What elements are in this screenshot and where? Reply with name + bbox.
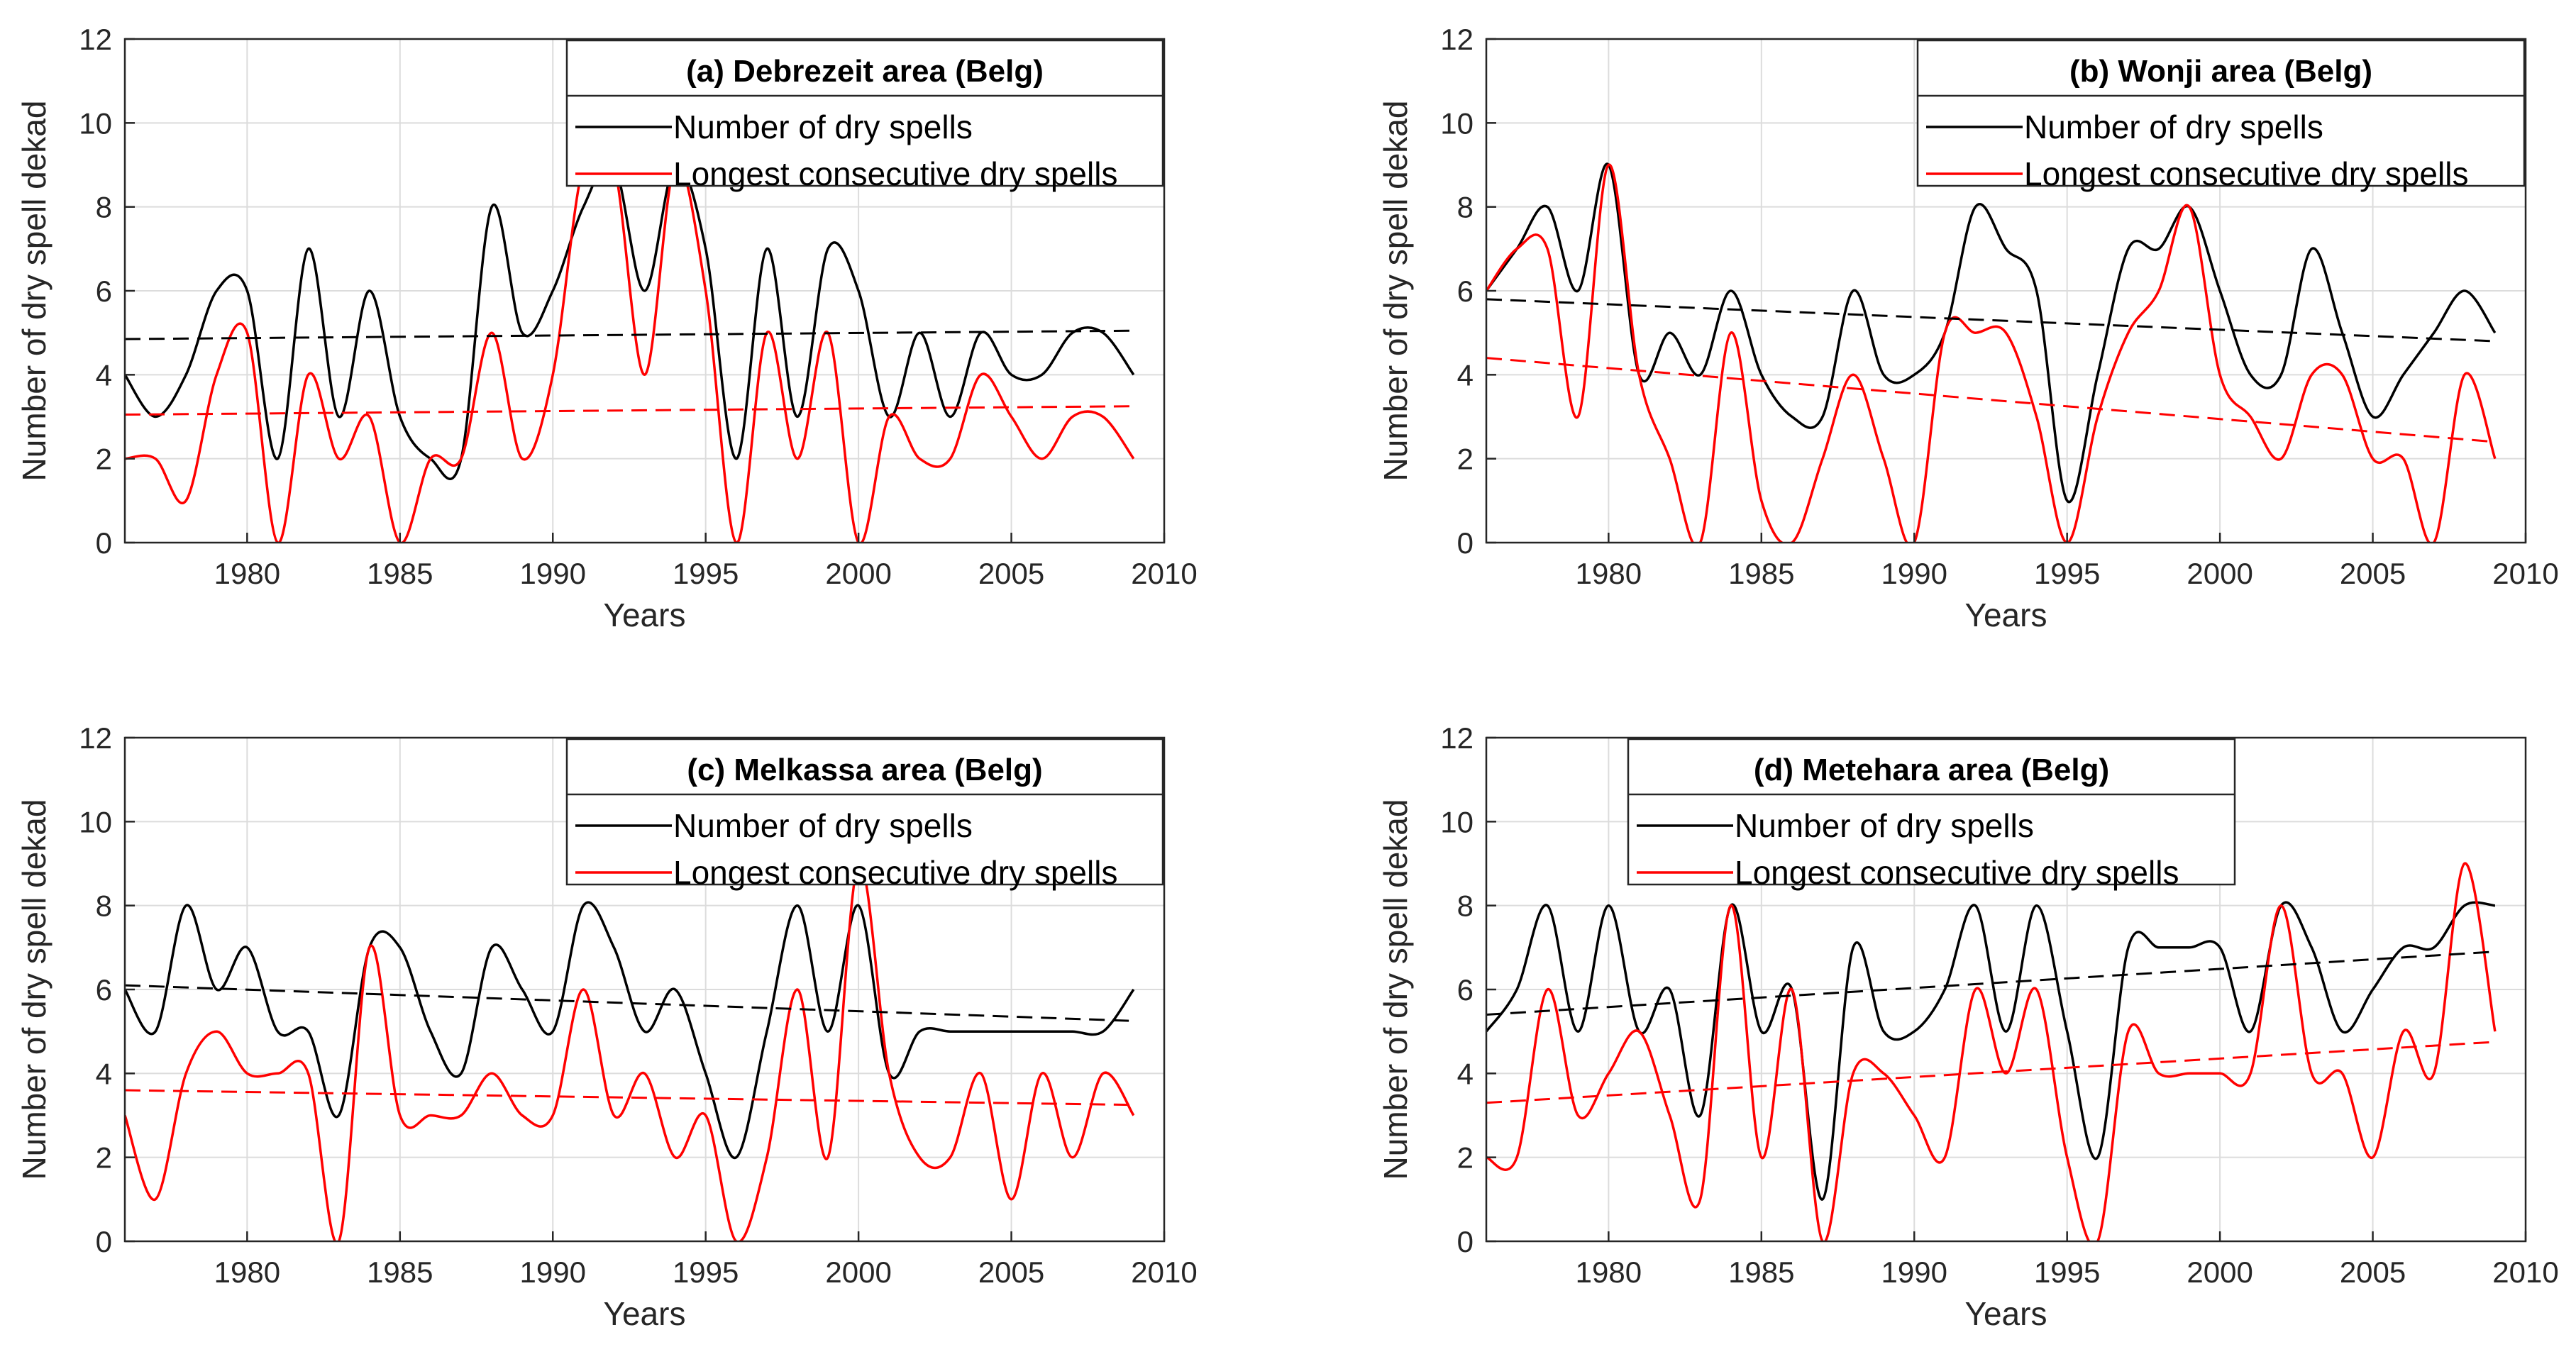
x-tick-label: 1980	[1576, 1255, 1642, 1289]
y-tick-label: 12	[1440, 721, 1474, 755]
y-tick-label: 2	[96, 443, 112, 476]
x-tick-label: 1980	[1576, 557, 1642, 590]
x-tick-label: 1990	[520, 1255, 586, 1289]
series-group	[1486, 862, 2497, 1241]
chart-title: (c) Melkassa area (Belg)	[687, 753, 1042, 787]
x-tick-label: 2005	[2340, 557, 2406, 590]
series-line-dry-spells	[125, 160, 1135, 480]
x-tick-label: 2010	[2492, 557, 2558, 590]
x-tick-label: 1995	[2034, 1255, 2100, 1289]
x-tick-label: 2000	[825, 557, 891, 590]
legend-label-longest: Longest consecutive dry spells	[673, 155, 1117, 192]
series-line-longest	[1486, 163, 2497, 543]
x-tick-label: 2005	[2340, 1255, 2406, 1289]
y-tick-label: 2	[1457, 443, 1474, 476]
x-tick-label: 1980	[214, 1255, 280, 1289]
y-tick-label: 10	[1440, 106, 1474, 140]
y-tick-label: 4	[1457, 358, 1474, 392]
y-tick-label: 8	[96, 889, 112, 923]
legend: (b) Wonji area (Belg) Number of dry spell…	[1916, 39, 2526, 192]
y-tick-label: 0	[1457, 1225, 1474, 1258]
x-tick-label: 1985	[1728, 1255, 1794, 1289]
legend-label-dry-spells: Number of dry spells	[673, 109, 973, 145]
chart-title: (a) Debrezeit area (Belg)	[686, 54, 1044, 89]
x-tick-label: 2005	[978, 1255, 1044, 1289]
y-axis-label: Number of dry spell dekad	[1377, 101, 1414, 482]
x-tick-label: 1980	[214, 557, 280, 590]
y-tick-label: 4	[96, 358, 112, 392]
chart-panel-b: 1980 1985 1990 1995 2000 2005 2010 0 2 4 6 8 10 12 Yea…	[1377, 23, 2559, 633]
chart-title: (d) Metehara area (Belg)	[1754, 753, 2109, 787]
x-tick-label: 1995	[673, 1255, 739, 1289]
x-axis-label: Years	[604, 1295, 686, 1332]
x-tick-label: 2010	[2492, 1255, 2558, 1289]
y-tick-label: 6	[1457, 275, 1474, 308]
y-tick-label: 12	[79, 23, 112, 56]
series-group	[125, 861, 1135, 1241]
series-line-dry-spells	[125, 901, 1135, 1160]
y-tick-label: 8	[1457, 191, 1474, 224]
x-tick-label: 2005	[978, 557, 1044, 590]
y-tick-label: 4	[96, 1057, 112, 1090]
y-tick-label: 0	[96, 1225, 112, 1258]
legend-label-dry-spells: Number of dry spells	[1735, 807, 2034, 844]
y-tick-label: 8	[1457, 889, 1474, 923]
legend-label-longest: Longest consecutive dry spells	[2024, 155, 2468, 192]
series-group	[125, 138, 1135, 543]
legend-label-longest: Longest consecutive dry spells	[1735, 854, 2179, 891]
series-line-longest	[1486, 862, 2497, 1241]
y-tick-label: 0	[96, 526, 112, 560]
y-axis-label: Number of dry spell dekad	[1377, 799, 1414, 1180]
series-line-longest	[125, 138, 1135, 543]
y-axis-label: Number of dry spell dekad	[16, 799, 52, 1180]
y-tick-label: 2	[96, 1141, 112, 1175]
x-tick-label: 2010	[1131, 557, 1197, 590]
x-axis-label: Years	[604, 597, 686, 633]
chart-panel-c: 1980 1985 1990 1995 2000 2005 2010 0 2 4 6 8 10 12 Yea…	[16, 721, 1198, 1332]
series-line-longest	[125, 861, 1135, 1241]
x-tick-label: 2010	[1131, 1255, 1197, 1289]
x-tick-label: 1995	[2034, 557, 2100, 590]
chart-panel-a: 1980 1985 1990 1995 2000 2005 2010 0 2 4 6 8 10 12 Yea…	[16, 23, 1198, 633]
series-group	[1486, 162, 2497, 543]
y-tick-label: 10	[1440, 805, 1474, 838]
y-tick-label: 10	[79, 805, 112, 838]
y-tick-label: 2	[1457, 1141, 1474, 1175]
x-tick-label: 1985	[367, 557, 433, 590]
chart-panel-d: 1980 1985 1990 1995 2000 2005 2010 0 2 4 6 8 10 12 Yea…	[1377, 721, 2559, 1332]
x-axis-label: Years	[1965, 1295, 2047, 1332]
legend: (c) Melkassa area (Belg) Number of dry sp…	[565, 738, 1164, 891]
y-tick-label: 6	[96, 973, 112, 1007]
y-tick-label: 10	[79, 106, 112, 140]
y-tick-label: 6	[96, 275, 112, 308]
y-tick-label: 8	[96, 191, 112, 224]
y-tick-label: 12	[1440, 23, 1474, 56]
legend-box	[565, 738, 1164, 886]
x-tick-label: 2000	[825, 1255, 891, 1289]
x-tick-label: 2000	[2187, 557, 2252, 590]
legend: (d) Metehara area (Belg) Number of dry sp…	[1627, 738, 2236, 891]
x-axis-label: Years	[1965, 597, 2047, 633]
legend-label-dry-spells: Number of dry spells	[2024, 109, 2323, 145]
legend-label-dry-spells: Number of dry spells	[673, 807, 973, 844]
y-tick-label: 12	[79, 721, 112, 755]
y-tick-label: 0	[1457, 526, 1474, 560]
x-tick-label: 1990	[520, 557, 586, 590]
x-tick-label: 1985	[1728, 557, 1794, 590]
chart-title: (b) Wonji area (Belg)	[2069, 54, 2372, 89]
legend: (a) Debrezeit area (Belg) Number of dry s…	[565, 39, 1164, 192]
legend-box	[565, 39, 1164, 187]
x-tick-label: 1985	[367, 1255, 433, 1289]
x-tick-label: 1990	[1881, 1255, 1947, 1289]
x-tick-label: 1995	[673, 557, 739, 590]
legend-box	[1627, 738, 2236, 886]
x-tick-label: 2000	[2187, 1255, 2252, 1289]
y-axis-label: Number of dry spell dekad	[16, 101, 52, 482]
y-tick-label: 6	[1457, 973, 1474, 1007]
legend-label-longest: Longest consecutive dry spells	[673, 854, 1117, 891]
y-tick-label: 4	[1457, 1057, 1474, 1090]
x-tick-label: 1990	[1881, 557, 1947, 590]
legend-box	[1916, 39, 2526, 187]
